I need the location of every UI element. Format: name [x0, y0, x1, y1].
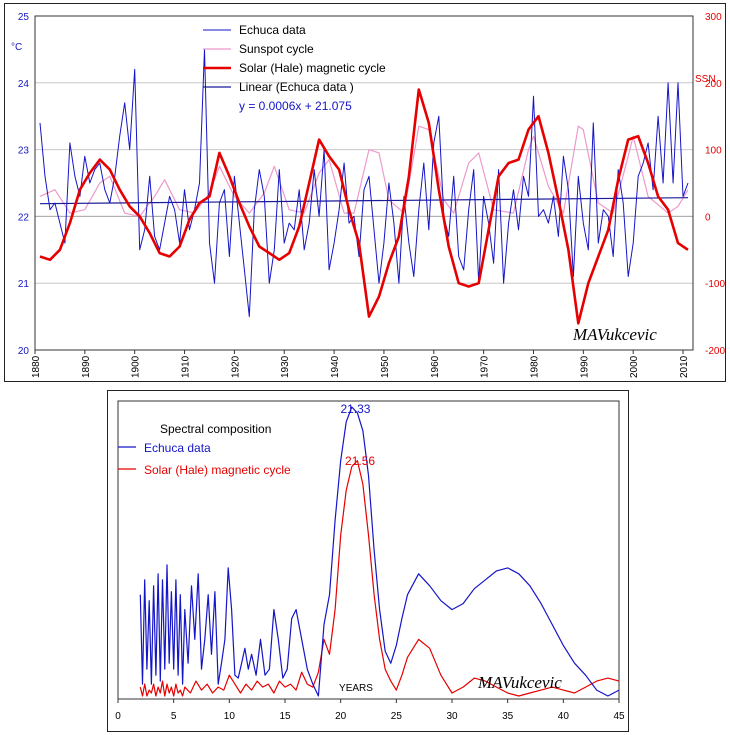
y-right-tick-label: 300: [705, 12, 722, 23]
x-tick-label: 1980: [529, 355, 540, 378]
x-tick-label: 15: [279, 711, 291, 722]
y-left-tick-label: 25: [18, 12, 30, 23]
x-tick-label: 1910: [181, 355, 192, 378]
x-tick-label: 1880: [31, 355, 42, 378]
x-tick-label: 1920: [230, 355, 241, 378]
echuca-data-series-line: [39, 48, 689, 318]
x-tick-label: 1940: [330, 355, 341, 378]
x-tick-label: 40: [558, 711, 570, 722]
y-right-tick-label: 200: [705, 79, 722, 90]
y-right-tick-label: -200: [705, 346, 725, 357]
y-left-tick-label: 24: [18, 79, 30, 90]
peak-label-hale: 21.56: [345, 454, 375, 468]
sunspot-cycle-series-line: [39, 125, 689, 217]
trendline-equation: y = 0.0006x + 21.075: [239, 99, 352, 113]
signature-text: MAVukcevic: [477, 673, 562, 692]
legend-entry: Solar (Hale) magnetic cycle: [239, 61, 386, 75]
x-tick-label: 1890: [81, 355, 92, 378]
x-tick-label: 1970: [480, 355, 491, 378]
x-tick-label: 30: [446, 711, 458, 722]
legend-entry: Solar (Hale) magnetic cycle: [144, 463, 291, 477]
x-tick-label: 35: [502, 711, 514, 722]
x-tick-label: 2000: [629, 355, 640, 378]
x-tick-label: 45: [613, 711, 625, 722]
x-axis-label: YEARS: [339, 683, 373, 694]
legend-entry: Echuca data: [144, 441, 211, 455]
x-tick-label: 20: [335, 711, 347, 722]
signature-text: MAVukcevic: [572, 325, 657, 344]
y-left-tick-label: 20: [18, 346, 30, 357]
x-tick-label: 1930: [280, 355, 291, 378]
x-tick-label: 1990: [579, 355, 590, 378]
y-right-tick-label: 100: [705, 146, 722, 157]
right-axis-unit: SSN: [695, 74, 716, 85]
x-tick-label: 1950: [380, 355, 391, 378]
top-chart-svg: 20 21 22 23 24 25 -200 -100 0 100 200 300 °C SSN 1880 1…: [11, 12, 725, 378]
linear-echuca-data-series-line: [39, 197, 689, 205]
x-tick-label: 1900: [131, 355, 142, 378]
x-tick-label: 0: [115, 711, 121, 722]
top-chart-panel: 20 21 22 23 24 25 -200 -100 0 100 200 300 °C SSN 1880 1…: [4, 3, 726, 382]
solar-hale-magnetic-cycle-series-line: [39, 88, 689, 325]
x-tick-label: 1960: [430, 355, 441, 378]
y-left-tick-label: 21: [18, 279, 30, 290]
plot-frame: [117, 400, 620, 700]
y-left-tick-label: 22: [18, 212, 30, 223]
solar-hale-magnetic-cycle-spectrum-line: [139, 459, 620, 697]
peak-label-echuca: 21.33: [340, 402, 370, 416]
spectral-chart-svg: 0 5 10 15 20 25 30 35 40 45 Spectral composition Ec…: [115, 400, 625, 722]
chart-title: Spectral composition: [160, 422, 271, 436]
plot-frame: [34, 15, 694, 351]
x-tick-label: 2010: [679, 355, 690, 378]
spectral-chart-panel: 0 5 10 15 20 25 30 35 40 45 Spectral composition Ec…: [107, 390, 629, 732]
left-axis-unit: °C: [11, 42, 22, 53]
x-tick-label: 10: [224, 711, 236, 722]
y-right-tick-label: 0: [705, 212, 711, 223]
legend-entry: Sunspot cycle: [239, 42, 314, 56]
legend-entry: Linear (Echuca data ): [239, 80, 354, 94]
x-tick-label: 5: [171, 711, 177, 722]
x-tick-label: 25: [391, 711, 403, 722]
legend-entry: Echuca data: [239, 23, 306, 37]
echuca-data-spectrum-line: [139, 406, 620, 697]
y-left-tick-label: 23: [18, 146, 30, 157]
y-right-tick-label: -100: [705, 279, 725, 290]
